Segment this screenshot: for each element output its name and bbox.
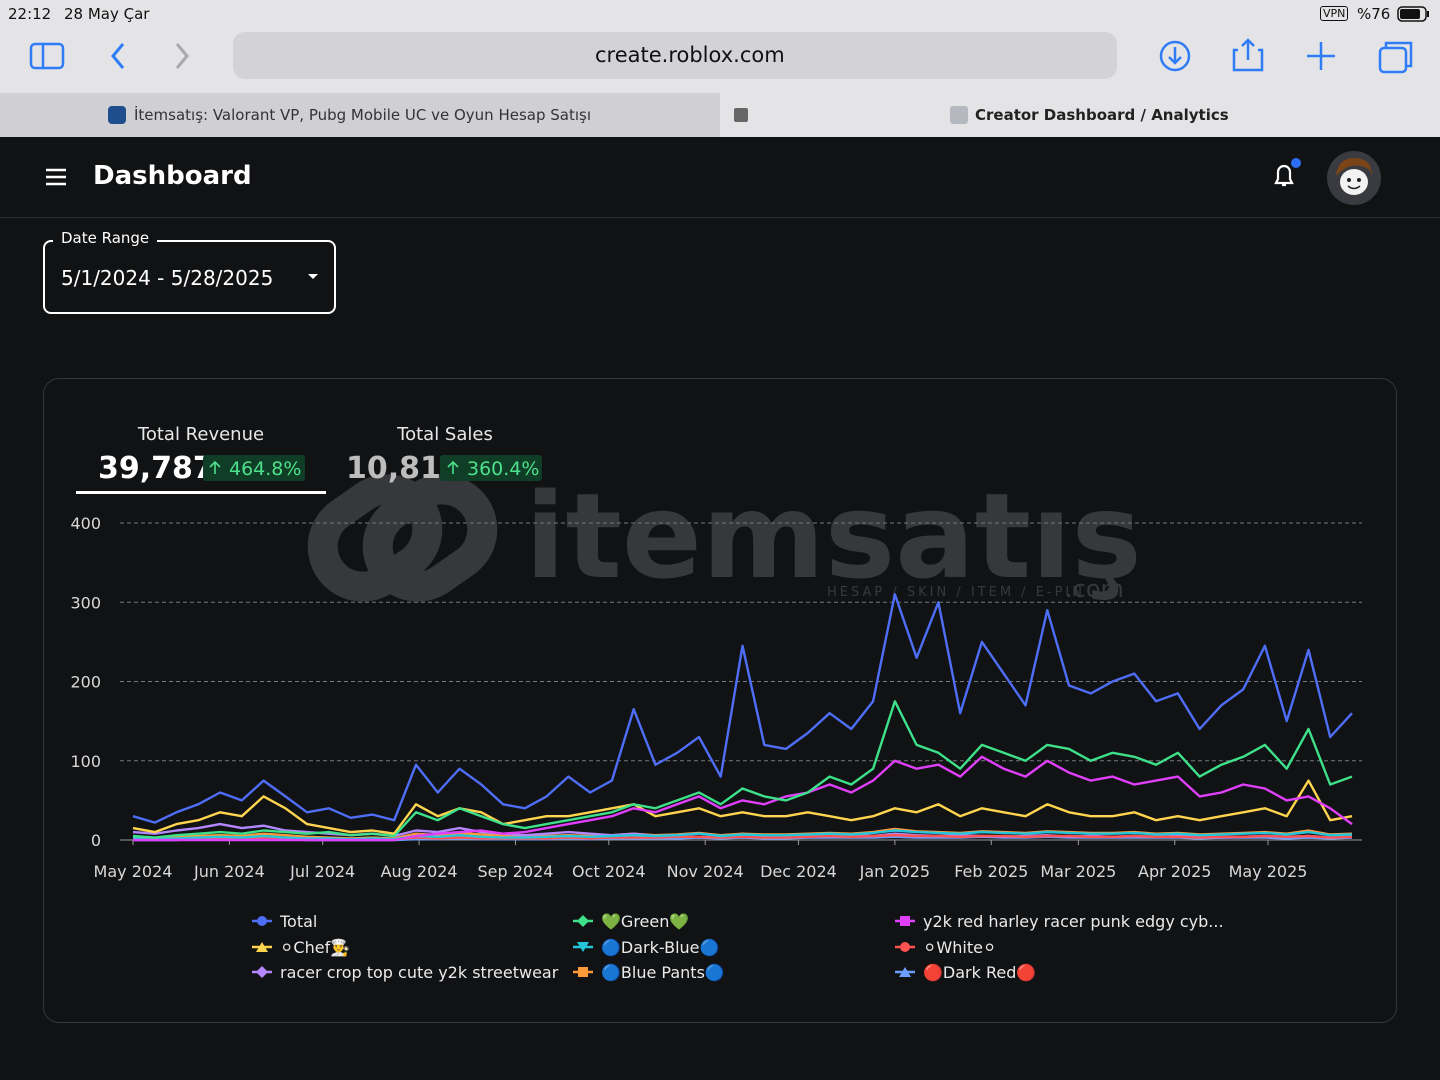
series-line xyxy=(133,755,1353,842)
x-tick-label: Oct 2024 xyxy=(572,862,645,881)
stat-badge xyxy=(203,455,305,481)
watermark-tagline: HESAP / SKIN / ITEM / E-PIN xyxy=(827,585,1085,600)
nav-buttons[interactable] xyxy=(105,40,195,72)
legend-label: ⚪Chef👨‍🍳 xyxy=(280,938,350,957)
battery-level: %76 xyxy=(1357,5,1391,23)
analytics-card xyxy=(43,378,1397,1023)
watermark-brand: itemsatış xyxy=(525,467,1142,605)
legend-item[interactable]: 🔵Blue Pants🔵 xyxy=(573,963,725,982)
tab-icon xyxy=(950,106,968,124)
toolbar-buttons[interactable] xyxy=(1158,38,1418,74)
series-line xyxy=(132,700,1353,839)
legend-marker xyxy=(900,916,910,926)
series-line xyxy=(132,829,1353,841)
x-tick-label: Feb 2025 xyxy=(954,862,1028,881)
legend-label: 🔵Dark-Blue🔵 xyxy=(601,938,719,957)
watermark-suffix: .com xyxy=(1065,575,1124,603)
legend-item[interactable]: ⚪White⚪ xyxy=(895,938,996,957)
vpn: VPN xyxy=(1320,6,1349,21)
close-tab[interactable] xyxy=(734,108,748,122)
tab-bar: İtemsatış: Valorant VP, Pubg Mobile UC v… xyxy=(0,93,1440,137)
tab-title[interactable]: İtemsatış: Valorant VP, Pubg Mobile UC v… xyxy=(134,106,592,124)
date: 28 May Çar xyxy=(64,5,150,23)
stat-change: 464.8% xyxy=(229,458,301,480)
battery-icon xyxy=(1397,6,1429,22)
legend-label: ⚪White⚪ xyxy=(923,938,996,957)
legend-marker xyxy=(900,942,910,952)
date-range-select[interactable]: Date Range 5/1/2024 - 5/28/2025 xyxy=(43,229,336,314)
x-tick-label: Dec 2024 xyxy=(760,862,837,881)
tab-title: Creator Dashboard / Analytics xyxy=(975,106,1229,124)
watermark: itemsatış HESAP / SKIN / ITEM / E-PIN .c… xyxy=(307,467,1142,605)
time: 22:12 xyxy=(8,5,52,23)
notifications[interactable] xyxy=(1268,157,1304,193)
up-arrow xyxy=(447,460,459,474)
y-tick-label: 100 xyxy=(70,752,101,771)
legend-item[interactable]: 🔵Dark-Blue🔵 xyxy=(573,938,719,957)
legend-item[interactable]: racer crop top cute y2k streetwear xyxy=(252,963,559,982)
tab-icon xyxy=(108,106,126,124)
x-tick-label: Nov 2024 xyxy=(667,862,744,881)
stat-label[interactable]: Total Sales xyxy=(396,424,493,445)
legend-marker xyxy=(577,942,589,952)
legend-item[interactable]: ⚪Chef👨‍🍳 xyxy=(252,938,350,957)
up-arrow xyxy=(209,460,221,474)
status-bar: 22:12 28 May Çar VPN %76 xyxy=(0,0,1440,30)
stat-badge xyxy=(440,455,542,481)
legend-marker xyxy=(578,967,588,977)
browser-toolbar: create.roblox.com xyxy=(0,30,1440,93)
selected-underline xyxy=(76,491,326,494)
x-tick-label: Sep 2024 xyxy=(478,862,554,881)
y-tick-label: 0 xyxy=(91,831,101,850)
y-tick-label: 400 xyxy=(70,514,101,533)
legend-label: Total xyxy=(279,912,317,931)
legend-item[interactable]: Total xyxy=(252,912,317,931)
legend-label: 💚Green💚 xyxy=(601,912,689,931)
x-tick-label: Jul 2024 xyxy=(289,862,355,881)
legend-item[interactable]: 💚Green💚 xyxy=(573,912,689,931)
dropdown-arrow xyxy=(308,274,318,279)
app-header: Dashboard xyxy=(0,137,1440,218)
legend-marker xyxy=(257,916,267,926)
url-bar[interactable]: create.roblox.com xyxy=(233,32,1117,79)
sidebar-button[interactable] xyxy=(28,40,68,72)
x-tick-label: May 2025 xyxy=(1229,862,1308,881)
x-tick-label: Jun 2024 xyxy=(193,862,265,881)
x-tick-label: Mar 2025 xyxy=(1040,862,1116,881)
date-range-value: 5/1/2024 - 5/28/2025 xyxy=(61,266,274,290)
x-tick-label: May 2024 xyxy=(94,862,173,881)
avatar[interactable] xyxy=(1326,150,1382,206)
menu-button[interactable] xyxy=(44,167,68,187)
legend-label: 🔵Blue Pants🔵 xyxy=(601,963,725,982)
series-line xyxy=(132,593,1353,824)
y-tick-label: 200 xyxy=(70,673,101,692)
watermark-logo xyxy=(307,474,498,602)
y-tick-label: 300 xyxy=(70,593,101,612)
legend-marker xyxy=(256,942,268,952)
active-tab[interactable]: Creator Dashboard / Analytics xyxy=(720,93,1440,137)
legend-label: racer crop top cute y2k streetwear xyxy=(280,963,559,982)
legend-label: 🔴Dark Red🔴 xyxy=(923,963,1036,982)
stat-label: Total Revenue xyxy=(137,424,264,445)
legend-item[interactable]: 🔴Dark Red🔴 xyxy=(895,963,1036,982)
stat-value: 39,787 xyxy=(98,451,214,486)
series-line xyxy=(132,779,1353,835)
legend-item[interactable]: y2k red harley racer punk edgy cyb... xyxy=(895,912,1224,931)
lines xyxy=(132,593,1353,842)
url: create.roblox.com xyxy=(595,43,785,67)
date-range-label: Date Range xyxy=(53,229,158,247)
x-tick-label: Jan 2025 xyxy=(859,862,930,881)
x-tick-label: Apr 2025 xyxy=(1138,862,1211,881)
legend-marker xyxy=(577,915,589,927)
legend-label: y2k red harley racer punk edgy cyb... xyxy=(923,912,1224,931)
legend-marker xyxy=(899,967,911,977)
page-title: Dashboard xyxy=(93,161,252,191)
stat-change: 360.4% xyxy=(467,458,539,480)
x-tick-label: Aug 2024 xyxy=(381,862,458,881)
legend-marker xyxy=(256,966,268,978)
